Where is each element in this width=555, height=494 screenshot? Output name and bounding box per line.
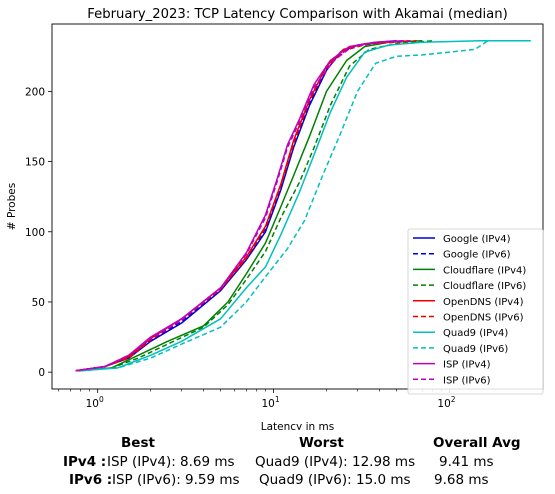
series-line [75,40,404,372]
avg-header: Overall Avg [433,435,521,451]
y-tick-label: 200 [25,86,45,98]
series-line [75,40,411,372]
ipv6-worst-value: Quad9 (IPv6): 15.0 ms [259,472,411,488]
series-line [78,40,423,372]
x-tick-label: 101 [262,395,280,410]
ipv4-worst-value: Quad9 (IPv4): 12.98 ms [255,454,416,470]
ipv6-avg-value: 9.68 ms [434,472,489,488]
summary-stats: Best Worst Overall Avg IPv4 : ISP (IPv4)… [0,432,555,492]
series-line [75,40,397,372]
ipv6-best-value: ISP (IPv6): 9.59 ms [112,472,240,488]
legend-label: OpenDNS (IPv6) [443,313,524,324]
legend-label: OpenDNS (IPv4) [443,297,524,308]
series-line [80,40,489,372]
chart-title: February_2023: TCP Latency Comparison wi… [87,7,508,22]
y-tick-label: 50 [32,297,45,309]
ipv6-row-label: IPv6 : [69,472,113,488]
y-tick-label: 0 [38,367,45,379]
x-tick-label: 100 [86,395,104,410]
ipv4-avg-value: 9.41 ms [439,454,494,470]
ipv4-row-label: IPv4 : [63,454,107,470]
legend-label: Cloudflare (IPv6) [443,281,526,292]
series-line [78,40,433,372]
y-tick-label: 100 [25,227,45,239]
x-tick-label: 102 [437,395,455,410]
legend-box [407,228,544,395]
worst-header: Worst [299,435,344,451]
legend-label: Google (IPv6) [443,250,511,261]
legend-label: ISP (IPv6) [443,375,491,386]
series-line [75,40,404,372]
plot-frame [51,23,544,390]
legend-label: Cloudflare (IPv4) [443,265,526,276]
series-line [75,40,411,372]
legend-label: Quad9 (IPv4) [443,328,508,339]
legend-label: Quad9 (IPv6) [443,344,508,355]
series-line [80,40,531,372]
latency-chart: February_2023: TCP Latency Comparison wi… [6,7,544,430]
series-line [75,40,417,372]
y-tick-label: 150 [25,157,45,169]
best-header: Best [121,435,155,451]
legend-label: Google (IPv4) [443,234,511,245]
ipv4-best-value: ISP (IPv4): 8.69 ms [107,454,235,470]
legend-label: ISP (IPv4) [443,360,491,371]
x-axis-label: Latency in ms [261,421,334,430]
y-axis-label: # Probes [6,183,18,230]
